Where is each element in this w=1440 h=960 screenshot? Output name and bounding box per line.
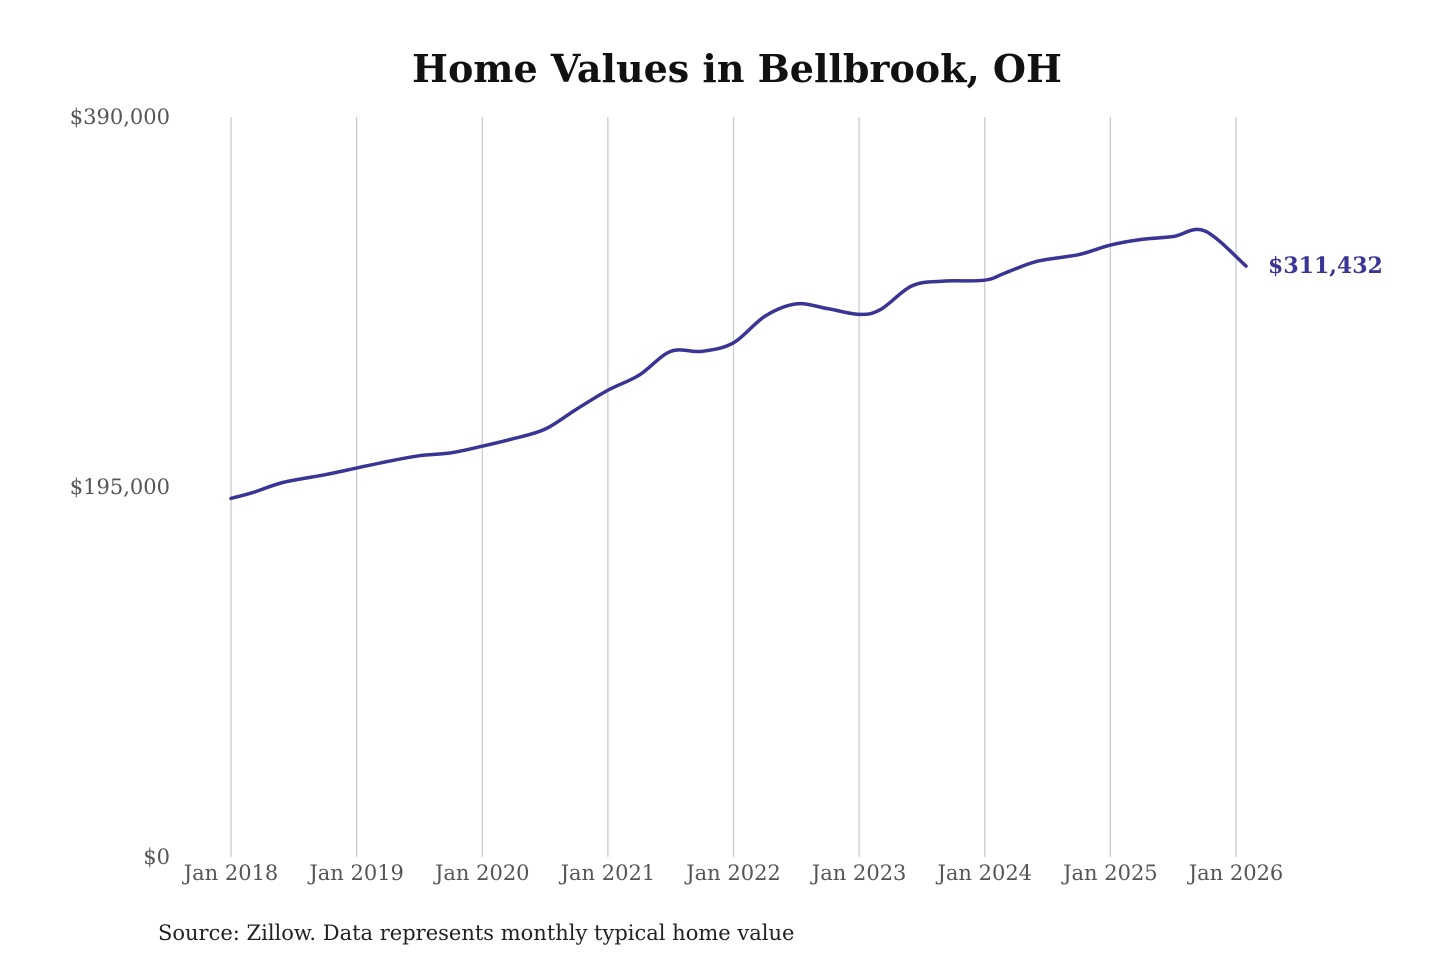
- vertical-gridlines: [230, 117, 1237, 857]
- x-tick-label: Jan 2026: [1187, 861, 1284, 885]
- y-axis-tick-labels: $0 $195,000 $390,000: [70, 105, 170, 869]
- x-tick-label: Jan 2020: [433, 861, 530, 885]
- x-tick-label: Jan 2025: [1061, 861, 1158, 885]
- x-tick-label: Jan 2024: [935, 861, 1032, 885]
- x-axis-tick-labels: Jan 2018 Jan 2019 Jan 2020 Jan 2021 Jan 2022…: [182, 861, 1284, 885]
- x-tick-label: Jan 2021: [559, 861, 656, 885]
- y-tick-label: $0: [143, 845, 170, 869]
- end-value-label: $311,432: [1268, 253, 1383, 279]
- source-note: Source: Zillow. Data represents monthly …: [158, 921, 794, 945]
- x-tick-label: Jan 2022: [684, 861, 781, 885]
- annotation-layer: $311,432: [1268, 253, 1383, 279]
- x-tick-label: Jan 2019: [307, 861, 404, 885]
- x-tick-label: Jan 2018: [182, 861, 279, 885]
- chart-title: Home Values in Bellbrook, OH: [412, 46, 1062, 91]
- y-tick-label: $195,000: [70, 475, 170, 499]
- y-tick-label: $390,000: [70, 105, 170, 129]
- series-layer: [229, 227, 1248, 501]
- series-line-0: [229, 227, 1248, 501]
- x-tick-label: Jan 2023: [810, 861, 907, 885]
